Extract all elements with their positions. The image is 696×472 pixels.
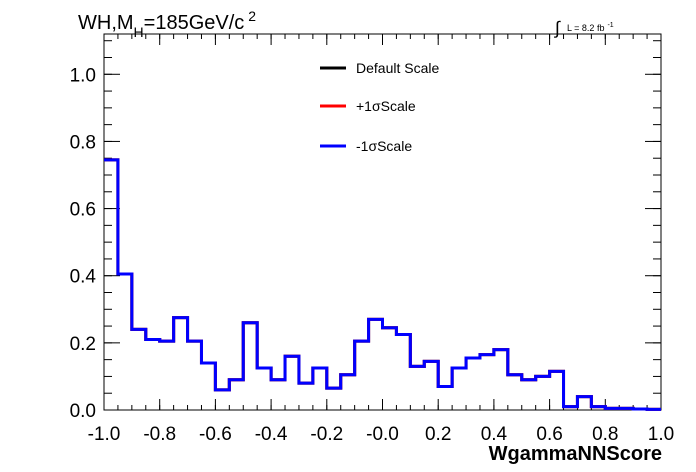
- series-line-2: [104, 158, 661, 411]
- legend-label-0: Default Scale: [356, 60, 439, 76]
- y-tick-label: 0.8: [70, 132, 96, 153]
- x-tick-label: -0.6: [199, 424, 232, 445]
- x-tick-label: -0.8: [143, 424, 176, 445]
- x-tick-label: -0.0: [366, 424, 399, 445]
- x-tick-label: 0.2: [425, 424, 451, 445]
- chart-title: WH,MH=185GeV/c 2: [78, 8, 256, 40]
- legend-label-1: +1σScale: [356, 98, 416, 114]
- x-tick-label: -1.0: [88, 424, 121, 445]
- x-tick-label: -0.4: [255, 424, 288, 445]
- x-tick-label: -0.2: [310, 424, 343, 445]
- y-tick-label: 0.0: [70, 401, 96, 422]
- lumi-text: L = 8.2 fb: [567, 23, 604, 33]
- legend-label-2: -1σScale: [356, 138, 412, 154]
- lumi-sup: -1: [607, 22, 613, 29]
- title-main: WH,M: [78, 12, 134, 34]
- series-line-1: [104, 158, 661, 411]
- y-tick-label: 1.0: [70, 65, 96, 86]
- lumi-integral: ∫: [553, 18, 561, 38]
- series-line-0: [104, 158, 661, 411]
- y-tick-label: 0.2: [70, 334, 96, 355]
- x-tick-label: 0.8: [592, 424, 618, 445]
- plot-frame: [103, 33, 662, 411]
- y-tick-label: 0.6: [70, 200, 96, 221]
- title-sup: 2: [248, 8, 256, 24]
- legend: Default Scale +1σScale -1σScale: [320, 60, 439, 154]
- y-tick-label: 0.4: [70, 267, 97, 288]
- title-rest: =185GeV/c: [144, 12, 245, 34]
- minor-ticks: [103, 34, 662, 411]
- y-axis: 0.0 0.2 0.4 0.6 0.8 1.0: [70, 65, 661, 422]
- x-tick-label: 0.6: [536, 424, 562, 445]
- lumi-label: L = 8.2 fb -1: [567, 22, 614, 33]
- x-axis-label: WgammaNNScore: [489, 443, 662, 465]
- series-layer: [104, 158, 661, 411]
- x-tick-label: 0.4: [481, 424, 508, 445]
- x-tick-label: 1.0: [648, 424, 674, 445]
- title-sub: H: [134, 24, 144, 40]
- x-axis: -1.0 -0.8 -0.6 -0.4 -0.2 -0.0 0.2 0.4 0.6 0.8 1.0: [88, 34, 674, 445]
